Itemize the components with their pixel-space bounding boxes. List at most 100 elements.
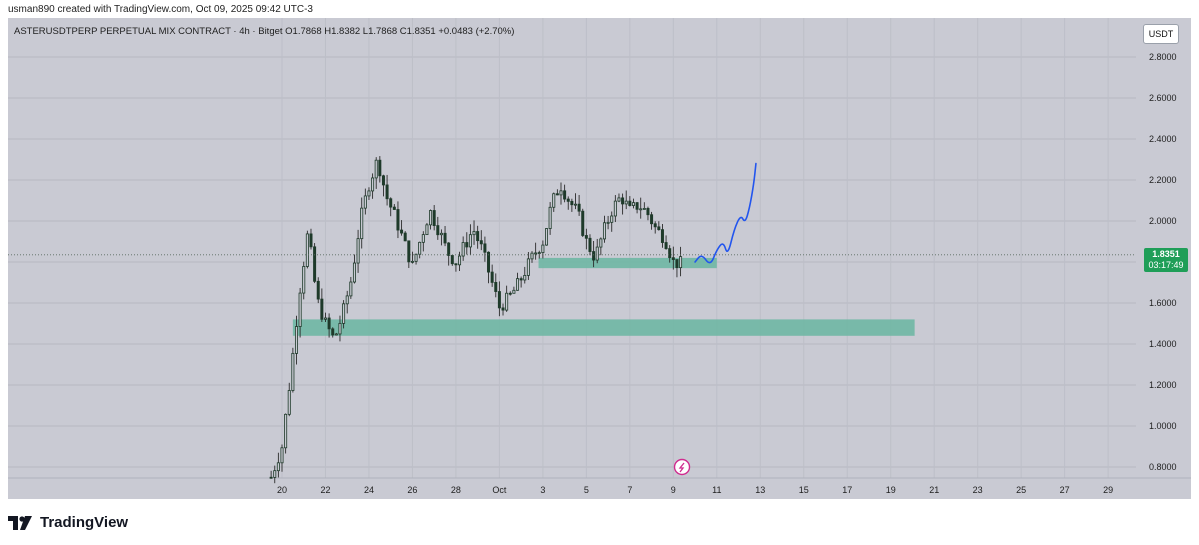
x-tick-label: 20	[277, 485, 287, 495]
candle-body	[468, 234, 472, 248]
x-tick-label: 23	[973, 485, 983, 495]
y-tick-label: 2.8000	[1149, 52, 1177, 62]
candle-body	[653, 223, 657, 228]
x-tick-label: 19	[886, 485, 896, 495]
last-price-label: 1.8351	[1152, 249, 1180, 259]
candle-body	[635, 202, 639, 210]
candle-body	[273, 470, 277, 478]
candle-body	[454, 263, 458, 266]
bar-countdown-label: 03:17:49	[1148, 260, 1184, 270]
upper-support-zone	[538, 257, 717, 269]
x-tick-label: 21	[929, 485, 939, 495]
candle-body	[570, 200, 574, 206]
candle-body	[352, 262, 356, 283]
candle-body	[439, 232, 443, 236]
candle-body	[675, 259, 679, 269]
candle-body	[508, 292, 512, 295]
candle-body	[287, 390, 291, 415]
candle-body	[363, 195, 367, 209]
candle-body	[592, 251, 596, 261]
candle-body	[483, 243, 487, 253]
candle-body	[490, 271, 494, 283]
candle-body	[516, 278, 520, 291]
y-tick-label: 0.8000	[1149, 462, 1177, 472]
candle-body	[624, 200, 628, 205]
candle-body	[577, 203, 581, 212]
candle-body	[650, 214, 654, 225]
x-tick-label: 9	[671, 485, 676, 495]
candle-body	[545, 228, 549, 246]
last-price-badge: 1.8351 03:17:49	[1144, 248, 1188, 272]
candle-body	[385, 184, 389, 200]
candle-body	[566, 198, 570, 202]
candle-body	[541, 244, 545, 253]
candle-body	[269, 476, 273, 479]
candle-body	[617, 197, 621, 202]
candle-body	[371, 177, 375, 192]
candle-body	[465, 242, 469, 248]
candle-body	[657, 226, 661, 231]
candle-body	[563, 190, 567, 200]
candle-body	[400, 229, 404, 234]
candle-body	[497, 291, 501, 309]
y-tick-label: 2.2000	[1149, 175, 1177, 185]
candle-body	[505, 292, 509, 311]
candle-body	[671, 257, 675, 260]
x-tick-label: 29	[1103, 485, 1113, 495]
chart-area[interactable]: 0.80001.00001.20001.40001.60001.80002.00…	[8, 18, 1191, 499]
y-tick-label: 1.0000	[1149, 421, 1177, 431]
candle-body	[381, 175, 385, 186]
candle-body	[414, 253, 418, 262]
candle-body	[276, 462, 280, 472]
candle-body	[646, 208, 650, 216]
candle-body	[320, 298, 324, 320]
y-tick-label: 1.2000	[1149, 380, 1177, 390]
candle-body	[342, 303, 346, 324]
x-tick-label: 24	[364, 485, 374, 495]
candle-body	[642, 208, 646, 210]
x-tick-label: 27	[1060, 485, 1070, 495]
candle-body	[472, 231, 476, 236]
candle-body	[523, 275, 527, 281]
candle-body	[602, 222, 606, 240]
currency-button[interactable]: USDT	[1143, 24, 1179, 44]
candle-body	[519, 278, 523, 281]
candle-body	[461, 242, 465, 257]
event-marker-icon[interactable]	[673, 458, 691, 476]
x-tick-label: 28	[451, 485, 461, 495]
symbol-info-line: ASTERUSDTPERP PERPETUAL MIX CONTRACT · 4…	[14, 26, 515, 37]
footer: TradingView	[8, 514, 128, 531]
candle-body	[425, 224, 429, 236]
candle-body	[403, 232, 407, 242]
candle-body	[316, 280, 320, 300]
candle-body	[327, 317, 331, 330]
candle-body	[573, 203, 577, 206]
candle-body	[639, 208, 643, 211]
x-tick-label: 11	[712, 485, 721, 495]
x-tick-label: 13	[755, 485, 765, 495]
x-tick-label: 25	[1016, 485, 1026, 495]
candle-body	[610, 215, 614, 223]
candle-body	[537, 252, 541, 254]
candle-body	[396, 209, 400, 231]
candle-body	[356, 238, 360, 264]
candle-body	[429, 210, 433, 226]
y-tick-label: 2.0000	[1149, 216, 1177, 226]
candle-body	[447, 242, 451, 256]
y-tick-label: 2.4000	[1149, 134, 1177, 144]
candle-body	[606, 221, 610, 224]
candle-body	[294, 326, 298, 354]
attribution-text: usman890 created with TradingView.com, O…	[8, 4, 313, 15]
candle-body	[621, 197, 625, 205]
candle-body	[338, 322, 342, 335]
candle-body	[389, 198, 393, 208]
candle-body	[595, 246, 599, 261]
candle-body	[450, 255, 454, 265]
candle-body	[487, 251, 491, 273]
y-tick-label: 1.6000	[1149, 298, 1177, 308]
candle-body	[530, 252, 534, 260]
candle-body	[588, 237, 592, 252]
candle-body	[548, 206, 552, 229]
candle-body	[331, 328, 335, 336]
price-chart-svg[interactable]: 0.80001.00001.20001.40001.60001.80002.00…	[8, 18, 1191, 499]
